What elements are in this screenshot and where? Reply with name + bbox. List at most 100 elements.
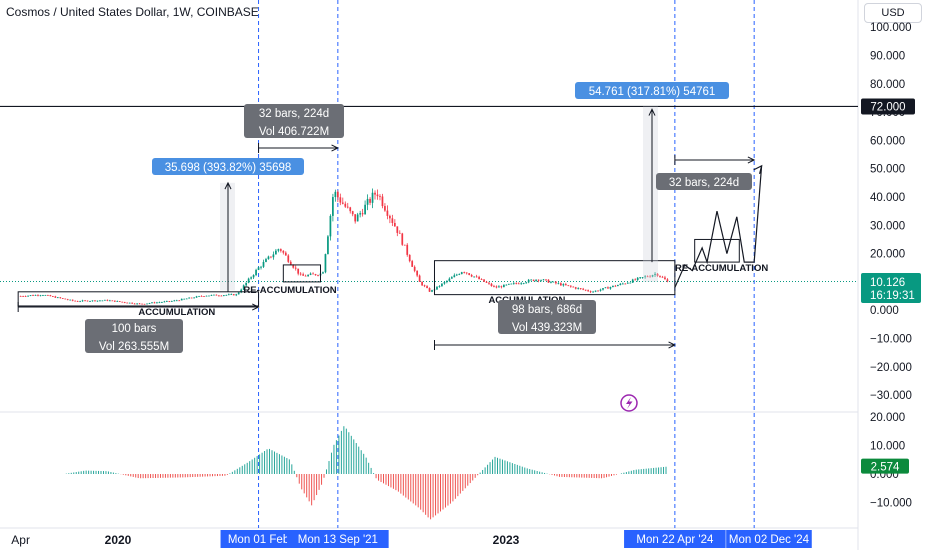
candle-body: [314, 274, 317, 276]
date-badge-bg: [726, 530, 812, 548]
candle-body: [309, 273, 312, 275]
candle-body: [495, 286, 498, 288]
candle-body: [617, 285, 619, 287]
candle-body: [277, 249, 280, 251]
candle-body: [111, 300, 114, 302]
candle-body: [530, 279, 533, 281]
candle-body: [22, 296, 24, 297]
candle-body: [32, 295, 34, 296]
date-badge-bg: [624, 530, 726, 548]
candle-body: [629, 282, 632, 284]
candle-body: [69, 299, 72, 301]
range-info-box: 32 bars, 224d: [656, 173, 752, 190]
candle-body: [195, 296, 198, 298]
candle-body: [101, 300, 104, 302]
candle-body: [317, 275, 319, 276]
date-badge-text: Mon 02 Dec '24: [729, 534, 810, 546]
candle-body: [227, 294, 230, 296]
candle-body: [287, 255, 290, 262]
candle-body: [47, 295, 49, 296]
candle-body: [163, 301, 166, 303]
candle-body: [485, 281, 488, 283]
lightning-icon[interactable]: [620, 394, 638, 412]
candle-body: [651, 275, 654, 277]
candle-body: [639, 277, 642, 279]
candle-body: [488, 282, 490, 284]
date-badge: Mon 22 Apr '24: [624, 530, 726, 548]
candle-body: [366, 198, 369, 205]
candle-body: [322, 272, 324, 274]
price-measure-label-bg: [575, 82, 729, 99]
candle-body: [540, 280, 542, 282]
oscillator-tick: 20.000: [870, 412, 905, 424]
time-tick: 2023: [493, 533, 520, 547]
candle-body: [94, 300, 96, 302]
candle-body: [292, 264, 295, 268]
time-tick: Apr: [11, 533, 30, 547]
candle-body: [260, 266, 262, 268]
candle-body: [505, 284, 508, 286]
candle-body: [498, 286, 500, 288]
candle-body: [401, 233, 404, 245]
candle-body: [369, 198, 371, 203]
candle-body: [262, 261, 265, 267]
candle-body: [284, 252, 287, 256]
currency-button[interactable]: USD: [864, 3, 922, 23]
price-tick: 100.000: [870, 22, 912, 34]
candle-body: [423, 285, 426, 287]
candle-body: [247, 278, 250, 283]
candle-body: [51, 296, 54, 298]
candle-body: [136, 303, 138, 305]
candle-body: [128, 302, 131, 304]
candle-body: [354, 214, 357, 222]
candle-body: [235, 294, 238, 296]
candle-body: [381, 196, 384, 207]
candle-body: [555, 281, 557, 284]
candle-body: [205, 295, 208, 297]
price-tick: −20.000: [870, 362, 912, 374]
candle-body: [106, 299, 109, 301]
price-tick: 40.000: [870, 192, 905, 204]
candle-body: [507, 283, 510, 285]
candle-body: [515, 283, 518, 284]
candle-body: [550, 281, 552, 283]
annotation-label: RE-ACCUMULATION: [243, 285, 336, 296]
candle-body: [113, 300, 116, 302]
oscillator-tick: 10.000: [870, 441, 905, 453]
candle-body: [84, 300, 86, 302]
last-price-text: 10.126: [870, 277, 905, 289]
oscillator-tick: −10.000: [870, 498, 912, 510]
candle-body: [520, 283, 523, 285]
range-arrow-head: [747, 156, 756, 164]
candle-body: [512, 283, 515, 284]
candle-body: [604, 287, 607, 289]
candle-body: [183, 298, 186, 300]
range-info-box-bg: [656, 173, 752, 190]
candle-body: [99, 300, 101, 302]
range-info-box-bg: [244, 104, 344, 138]
date-badge: Mon 01 Feb: [220, 530, 297, 548]
candle-body: [39, 295, 42, 297]
candle-body: [198, 295, 200, 297]
range-info-box-text: Vol 263.555M: [99, 341, 169, 353]
candle-body: [252, 275, 255, 278]
candle-body: [215, 294, 218, 296]
price-tick: −30.000: [870, 390, 912, 402]
candle-body: [416, 270, 419, 276]
range-info-box: 100 bars Vol 263.555M: [85, 319, 183, 353]
candle-body: [480, 279, 483, 280]
candle-body: [393, 222, 396, 227]
candle-body: [656, 273, 659, 276]
accumulation-box: [433, 260, 676, 296]
candle-body: [341, 202, 344, 204]
candle-body: [374, 192, 376, 195]
candle-body: [584, 289, 587, 291]
candle-body: [560, 283, 562, 286]
candle-body: [572, 286, 575, 288]
candle-body: [175, 300, 178, 302]
price-range-shade: [643, 106, 658, 282]
candle-body: [441, 283, 443, 287]
candle-body: [232, 294, 235, 296]
oscillator-value-badge: [861, 458, 909, 474]
